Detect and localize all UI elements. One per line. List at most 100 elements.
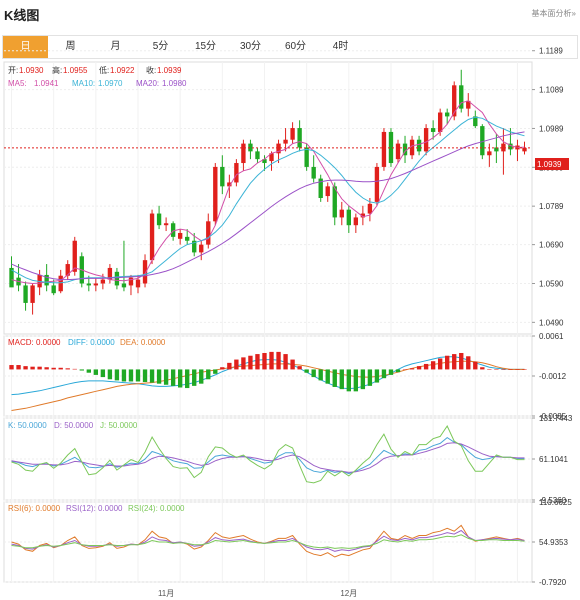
x-axis-label-dec: 12月 [340,589,357,598]
macd-bar [494,369,499,370]
ma10-line [11,116,525,284]
macd-bar [220,367,225,370]
candle-body [44,274,49,286]
macd-bar [269,351,274,370]
candle-body [234,163,239,183]
kdj-legend: K: 50.0000 D: 50.0000 J: 50.0000 [8,421,138,430]
candle-body [423,128,429,152]
macd-bar [416,366,422,370]
main-legend: 开: 1.0930 高: 1.0955 低: 1.0922 收: 1.0939 … [8,65,187,88]
macd-bar [163,369,169,385]
macd-bar [9,365,14,370]
candle-body [51,285,56,294]
macd-bar [381,369,387,379]
rsi24-line [11,534,525,549]
candle-body [248,143,253,152]
candle-body [325,186,330,197]
candle-body [199,244,204,253]
candle-body [30,285,35,303]
rsi-legend: RSI(6): 0.0000 RSI(12): 0.0000 RSI(24): … [8,504,185,513]
open-label: 开: [8,66,18,75]
macd-bar [452,354,457,370]
candle-body [213,166,218,222]
high-label: 高: [52,65,62,75]
candle-body [466,100,471,109]
candle-body [416,139,422,152]
macd-bar [332,369,337,387]
macd-y-tick-label: 0.0061 [539,332,564,341]
macd-bar [430,361,436,370]
macd-bar [213,369,218,374]
macd-diff-line [11,356,525,396]
candle-body [360,213,366,218]
ma5-line [11,100,525,285]
tab-5min[interactable]: 5分 [152,41,169,52]
ma5-value: 1.0941 [34,79,59,88]
x-axis-label-nov: 11月 [158,589,174,598]
candle-body [304,147,309,167]
low-value: 1.0922 [110,66,135,75]
candle-body [9,267,14,288]
macd-bar [367,369,373,386]
macd-bar [100,369,106,378]
open-value: 1.0930 [19,66,44,75]
macd-bar [241,357,246,370]
tab-30min[interactable]: 30分 [239,41,262,52]
macd-y-tick-label: -0.0012 [539,372,567,381]
high-value: 1.0955 [63,66,88,75]
candle-body [501,143,506,152]
macd-legend-dea: DEA: 0.0000 [120,338,166,347]
macd-bar [170,369,176,386]
candle-body [227,182,232,187]
macd-bar [37,366,42,370]
macd-bar [508,369,513,370]
macd-bar [480,367,485,370]
tab-15min[interactable]: 15分 [194,41,217,52]
candle-body [65,264,70,276]
macd-bar [459,352,464,370]
candle-body [276,143,281,154]
candle-body [149,213,155,261]
candle-body [177,232,183,239]
macd-bar [199,369,204,384]
candle-body [459,85,464,109]
tab-month[interactable]: 月 [110,41,121,52]
macd-bar [339,369,344,390]
macd-bar [473,361,478,370]
macd-bar [522,369,527,370]
macd-bar [353,369,359,392]
main-y-tick-label: 1.0989 [539,124,564,133]
rsi-y-tick-label: 54.9353 [539,538,568,547]
tab-day[interactable]: 日 [3,36,48,58]
candle-body [72,240,77,272]
candle-body [388,131,394,164]
ma20-line [11,131,525,281]
macd-bar [346,369,351,392]
main-y-tick-label: 1.0490 [539,318,564,327]
macd-bar [185,369,190,389]
rsi-y-tick-label: -0.7920 [539,578,567,587]
macd-bar [262,352,267,370]
main-y-tick-label: 1.0690 [539,241,564,250]
macd-bar [290,359,295,370]
main-pane-frame [3,61,533,335]
candle-body [297,128,302,148]
macd-bar [423,363,429,370]
kdj-d-line [11,442,525,473]
macd-bar [409,368,415,370]
candle-body [220,166,225,187]
macd-histogram [9,351,527,392]
tab-60min[interactable]: 60分 [284,41,307,52]
ma10-value: 1.0970 [98,79,123,88]
macd-bar [93,369,99,375]
tab-week[interactable]: 周 [65,41,76,52]
candle-body [142,260,148,284]
main-y-tick-label: 1.1089 [539,86,564,95]
kdj-k-line [11,436,525,475]
candle-body [241,143,246,164]
candle-body [473,116,478,127]
fundamental-analysis-link[interactable]: 基本面分析» [531,9,576,18]
tab-4hour[interactable]: 4时 [332,41,349,52]
ma20-value: 1.0980 [162,79,187,88]
